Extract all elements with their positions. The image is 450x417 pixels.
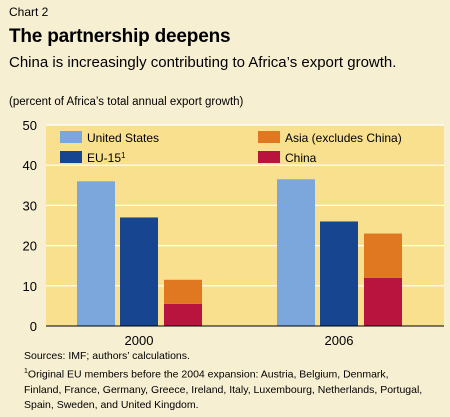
bar-united-states-2000: [77, 181, 115, 326]
legend-label: United States: [87, 131, 159, 145]
bar-asia-excludes-china-2000: [164, 279, 202, 304]
chart-title: The partnership deepens: [9, 26, 231, 47]
y-tick-label: 50: [23, 118, 37, 133]
legend-swatch: [258, 151, 280, 163]
footnote-text: Original EU members before the 2004 expa…: [24, 368, 423, 411]
footnote: 1Original EU members before the 2004 exp…: [24, 364, 424, 413]
footnote-mark: 1: [24, 368, 28, 375]
bar-china-2006: [364, 277, 402, 326]
y-tick-label: 40: [23, 158, 37, 173]
y-tick-label: 10: [23, 279, 37, 294]
y-tick-label: 0: [30, 319, 37, 334]
legend-label: EU-151: [87, 151, 126, 165]
y-tick-label: 20: [23, 239, 37, 254]
legend-label: China: [285, 151, 317, 165]
x-tick-label: 2006: [325, 333, 354, 348]
bar-asia-excludes-china-2006: [364, 233, 402, 278]
chart-subtitle: China is increasingly contributing to Af…: [9, 54, 397, 71]
bar-united-states-2006: [277, 179, 315, 326]
legend-sup: 1: [121, 151, 126, 160]
bar-china-2000: [164, 303, 202, 326]
chart-number: Chart 2: [9, 5, 49, 19]
bar-eu-15-2000: [120, 217, 158, 326]
legend-label: Asia (excludes China): [285, 131, 402, 145]
y-tick-label: 30: [23, 198, 37, 213]
legend-swatch: [60, 131, 82, 143]
x-tick-label: 2000: [125, 333, 154, 348]
legend-swatch: [60, 151, 82, 163]
legend-swatch: [258, 131, 280, 143]
unit-note: (percent of Africa’s total annual export…: [9, 96, 244, 108]
sources-note: Sources: IMF; authors’ calculations.: [24, 350, 190, 362]
bar-eu-15-2006: [320, 221, 358, 326]
